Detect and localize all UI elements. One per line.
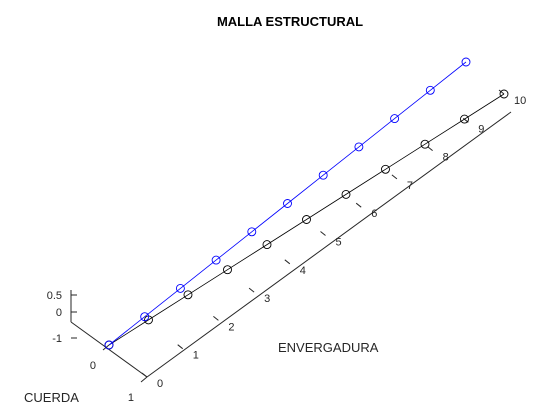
x-axis-line — [146, 111, 512, 378]
tick-group: 0 1 2 3 4 5 6 7 8 9 10 0 1 -1 0 0.5 — [47, 89, 526, 404]
x-axis-label: ENVERGADURA — [278, 340, 379, 355]
data-point — [381, 164, 390, 174]
x-tick-label: 4 — [300, 265, 306, 277]
data-point — [140, 312, 150, 322]
y-tick-label: 1 — [128, 392, 134, 404]
x-tick-label: 10 — [514, 95, 526, 107]
data-point — [499, 89, 509, 99]
y-axis-label: CUERDA — [24, 390, 79, 405]
data-point — [211, 255, 221, 265]
x-tick-label: 6 — [371, 208, 377, 220]
series-line — [108, 93, 505, 346]
data-point — [223, 265, 232, 275]
data-point — [318, 170, 328, 180]
x-tick-label: 7 — [407, 180, 413, 192]
z-tick-label: -1 — [52, 333, 62, 345]
data-point — [104, 340, 114, 350]
data-point — [175, 283, 185, 293]
x-tick-label: 0 — [157, 378, 163, 390]
data-point — [341, 189, 351, 199]
z-tick-label: 0.5 — [47, 290, 62, 302]
x-tick-mark — [213, 316, 219, 321]
data-point — [425, 85, 435, 95]
z-tick-label: 0 — [56, 307, 62, 319]
y-tick-label: 0 — [90, 360, 96, 372]
data-point — [302, 215, 311, 224]
x-tick-label: 3 — [264, 293, 270, 305]
x-tick-mark — [391, 174, 398, 180]
x-tick-label: 9 — [478, 123, 484, 135]
data-point — [283, 199, 292, 208]
data-point — [461, 57, 471, 67]
data-point — [247, 227, 257, 237]
x-tick-mark — [320, 231, 326, 236]
data-point — [390, 114, 400, 124]
data-point — [420, 139, 430, 149]
x-tick-label: 8 — [443, 152, 449, 164]
y-tick-mark — [140, 376, 148, 383]
data-point — [354, 142, 364, 152]
x-tick-mark — [498, 89, 505, 95]
data-point — [262, 240, 272, 250]
x-tick-label: 1 — [193, 350, 199, 362]
x-tick-mark — [248, 287, 255, 293]
chart-title: MALLA ESTRUCTURAL — [217, 14, 363, 29]
series-group — [104, 57, 509, 350]
x-tick-mark — [177, 344, 184, 350]
series-line — [108, 61, 467, 346]
data-point — [460, 114, 469, 124]
data-point — [183, 290, 193, 300]
x-tick-label: 2 — [228, 321, 234, 333]
x-tick-mark — [141, 372, 148, 378]
x-tick-mark — [284, 259, 291, 265]
x-tick-mark — [355, 202, 362, 208]
y-axis-line — [70, 321, 148, 378]
x-tick-mark — [427, 146, 433, 151]
x-tick-label: 5 — [336, 237, 342, 249]
